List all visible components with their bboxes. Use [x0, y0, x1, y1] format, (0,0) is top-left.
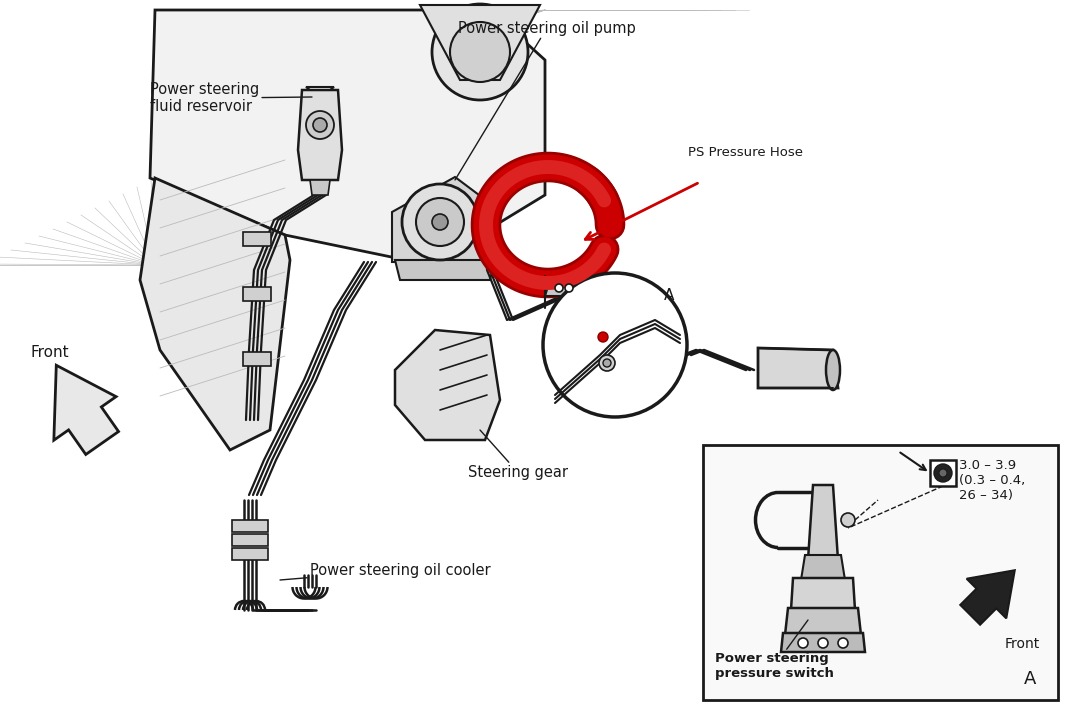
Circle shape	[416, 198, 464, 246]
Circle shape	[543, 273, 687, 417]
Circle shape	[798, 638, 808, 648]
Text: Steering gear: Steering gear	[468, 430, 568, 480]
Polygon shape	[395, 260, 495, 280]
Circle shape	[565, 284, 574, 292]
Circle shape	[598, 332, 608, 342]
Bar	[930, 460, 956, 486]
Polygon shape	[758, 348, 838, 388]
Circle shape	[555, 284, 563, 292]
Circle shape	[939, 469, 947, 477]
Bar	[232, 548, 268, 560]
Polygon shape	[150, 10, 545, 265]
Polygon shape	[785, 608, 861, 635]
Bar	[232, 534, 268, 546]
Circle shape	[818, 638, 828, 648]
Circle shape	[838, 638, 848, 648]
Bar	[703, 445, 1058, 700]
Polygon shape	[140, 178, 290, 450]
Text: A: A	[664, 288, 674, 303]
Bar	[243, 287, 271, 301]
Circle shape	[603, 359, 611, 367]
Text: A: A	[1024, 670, 1036, 688]
Circle shape	[313, 118, 326, 132]
Polygon shape	[306, 87, 334, 90]
Polygon shape	[392, 177, 495, 262]
Polygon shape	[801, 555, 845, 580]
Text: 3.0 – 3.9
(0.3 – 0.4,
26 – 34): 3.0 – 3.9 (0.3 – 0.4, 26 – 34)	[959, 459, 1026, 502]
Ellipse shape	[826, 350, 840, 390]
Bar	[243, 352, 271, 366]
Circle shape	[402, 184, 478, 260]
Bar	[243, 232, 271, 246]
Text: Front: Front	[1004, 637, 1040, 651]
Polygon shape	[545, 280, 585, 296]
Text: Front: Front	[31, 345, 70, 360]
Circle shape	[450, 22, 510, 82]
Text: Power steering oil cooler: Power steering oil cooler	[280, 562, 491, 580]
Circle shape	[599, 355, 615, 371]
Polygon shape	[781, 633, 865, 652]
Polygon shape	[808, 485, 838, 560]
Text: PS Pressure Hose: PS Pressure Hose	[688, 145, 803, 159]
Bar	[232, 520, 268, 532]
Polygon shape	[395, 330, 500, 440]
Polygon shape	[54, 365, 118, 454]
Polygon shape	[420, 5, 540, 80]
Circle shape	[432, 4, 528, 100]
Polygon shape	[297, 90, 342, 180]
Text: Power steering oil pump: Power steering oil pump	[455, 21, 636, 180]
Circle shape	[934, 464, 952, 482]
Circle shape	[841, 513, 855, 527]
Text: Power steering
pressure switch: Power steering pressure switch	[715, 620, 833, 680]
Polygon shape	[960, 570, 1015, 625]
Circle shape	[306, 111, 334, 139]
Text: Power steering
fluid reservoir: Power steering fluid reservoir	[150, 82, 313, 114]
Polygon shape	[790, 578, 855, 610]
Polygon shape	[310, 180, 330, 195]
Circle shape	[432, 214, 448, 230]
